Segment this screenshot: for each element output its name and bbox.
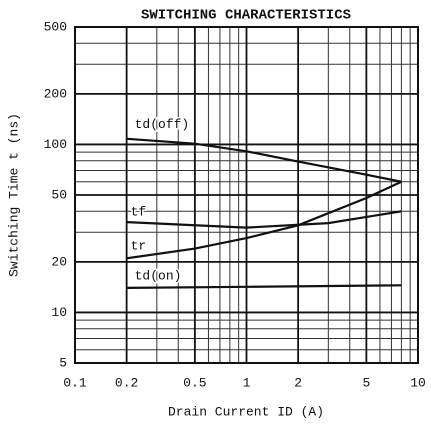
x-tick-label: 2 [294, 375, 302, 390]
y-tick-label: 50 [51, 187, 67, 202]
x-axis-label: Drain Current ID (A) [168, 404, 324, 419]
series-label: td(off) [135, 117, 190, 132]
y-tick-label: 10 [51, 305, 67, 320]
series-label: tr [131, 239, 147, 254]
series-line [126, 137, 402, 183]
x-tick-label: 0.2 [115, 375, 138, 390]
y-tick-label: 100 [44, 137, 67, 152]
y-tick-label: 20 [51, 254, 67, 269]
x-tick-label: 5 [362, 375, 370, 390]
x-tick-label: 0.5 [183, 375, 206, 390]
x-tick-label: 10 [410, 375, 426, 390]
series-line [126, 180, 402, 260]
y-tick-label: 500 [44, 19, 67, 34]
x-tick-label: 0.1 [63, 375, 87, 390]
y-axis-label: Switching Time t (ns) [6, 113, 21, 277]
series-line [126, 284, 402, 289]
chart-title: SWITCHING CHARACTERISTICS [141, 8, 351, 24]
x-tick-label: 1 [243, 375, 251, 390]
series-line [126, 210, 402, 229]
series-label: tf [131, 205, 147, 220]
plot-frame [74, 26, 419, 364]
y-tick-label: 200 [44, 86, 67, 101]
y-tick-label: 5 [59, 355, 67, 370]
series-label: td(on) [135, 268, 182, 283]
